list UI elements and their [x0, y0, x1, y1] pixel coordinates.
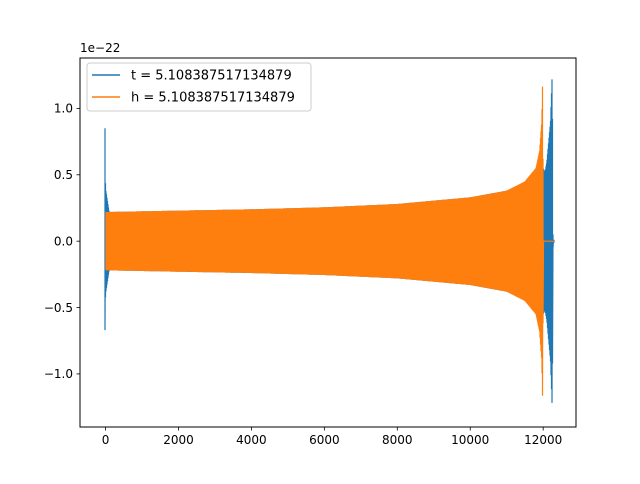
x-axis: 0 2000 4000 6000 8000 10000 12000	[102, 427, 562, 447]
axes-frame	[79, 57, 577, 428]
series-line-h	[105, 86, 554, 396]
plot-area	[104, 79, 555, 403]
legend-box	[86, 62, 312, 112]
x-tick-label: 12000	[524, 433, 562, 447]
x-tick-label: 0	[102, 433, 110, 447]
y-tick-label: −0.5	[44, 301, 73, 315]
x-tick-label: 10000	[451, 433, 489, 447]
legend-label-h: h = 5.108387517134879	[131, 91, 295, 106]
y-tick-label: 0.5	[54, 168, 73, 182]
x-tick-label: 2000	[163, 433, 194, 447]
legend: t = 5.108387517134879 h = 5.108387517134…	[86, 62, 312, 112]
x-tick-label: 4000	[236, 433, 267, 447]
y-tick-label: 0.0	[54, 234, 73, 248]
x-tick-label: 8000	[382, 433, 413, 447]
x-tick-label: 6000	[309, 433, 340, 447]
y-tick-label: −1.0	[44, 367, 73, 381]
y-axis: 1.0 0.5 0.0 −0.5 −1.0	[44, 102, 80, 381]
y-tick-label: 1.0	[54, 102, 73, 116]
y-offset-label: 1e−22	[80, 41, 120, 55]
legend-label-t: t = 5.108387517134879	[131, 69, 292, 84]
